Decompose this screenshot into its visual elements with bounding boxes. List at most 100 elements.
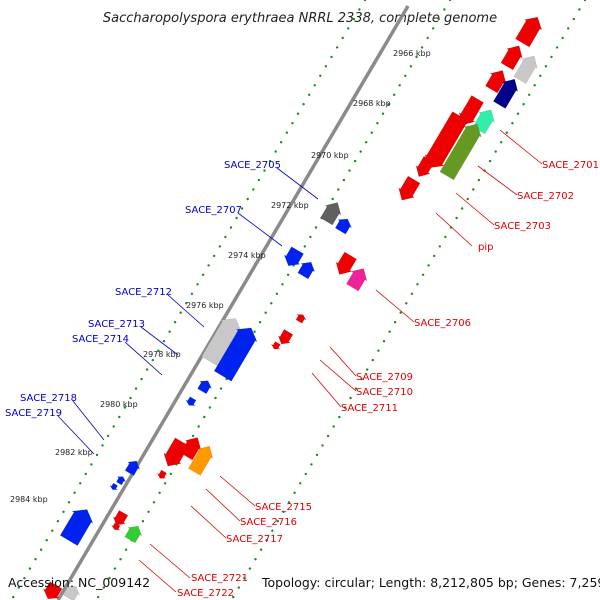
reverse-outer-track-dot: [315, 453, 319, 457]
forward-track-dot: [341, 36, 344, 40]
reverse-track-dot: [203, 415, 206, 419]
forward-track-dot: [347, 27, 350, 30]
forward-track-dot: [84, 472, 88, 476]
forward-track-dot: [252, 188, 255, 191]
reverse-outer-track-dot: [287, 501, 291, 504]
reverse-track-dot: [376, 122, 379, 125]
reverse-track-dot: [381, 112, 385, 115]
reverse-outer-track-dot: [505, 131, 508, 134]
reverse-gene-label: SACE_2721: [191, 573, 248, 584]
reverse-outer-track-dot: [388, 330, 391, 333]
reverse-track-dot: [443, 8, 446, 11]
reverse-label-leader: [190, 505, 227, 539]
reverse-track-dot: [404, 74, 407, 78]
reverse-outer-track-dot: [472, 188, 475, 191]
forward-gene-label: SACE_2712: [115, 287, 172, 298]
reverse-outer-track-dot: [248, 567, 252, 570]
reverse-outer-track-dot: [282, 510, 285, 513]
reverse-outer-track-dot: [421, 273, 425, 276]
forward-track-dot: [319, 74, 322, 78]
reverse-outer-track-dot: [578, 8, 581, 11]
gene-olive: [439, 123, 482, 181]
reverse-gene-label: SACE_2706: [414, 318, 471, 329]
forward-track-dot: [168, 330, 171, 333]
gene-red: [500, 45, 523, 71]
kbp-tick-label: 2980 kbp: [100, 400, 138, 409]
gene-red: [335, 251, 357, 275]
reverse-track-dot: [448, 0, 452, 2]
reverse-outer-track-dot: [276, 520, 280, 523]
forward-track-dot: [112, 425, 115, 428]
reverse-outer-track-dot: [366, 368, 369, 371]
reverse-outer-track-dot: [550, 55, 553, 59]
forward-track-dot: [335, 46, 339, 49]
genome-backbone: [56, 5, 410, 600]
reverse-label-leader: [375, 289, 415, 323]
reverse-track-dot: [342, 178, 346, 182]
forward-track-dot: [190, 292, 194, 295]
gene-navy: [493, 78, 519, 109]
reverse-outer-track-dot: [332, 425, 335, 428]
reverse-outer-track-dot: [572, 17, 575, 21]
kbp-tick-label: 2984 kbp: [10, 495, 48, 504]
reverse-track-dot: [113, 567, 117, 570]
reverse-track-dot: [124, 548, 128, 551]
reverse-track-dot: [97, 595, 100, 599]
reverse-track-dot: [191, 434, 195, 438]
forward-track-dot: [313, 84, 316, 87]
reverse-track-dot: [214, 396, 217, 400]
reverse-track-dot: [409, 65, 413, 68]
forward-track-dot: [118, 415, 121, 419]
forward-gene-label: SACE_2719: [5, 408, 62, 419]
reverse-outer-track-dot: [321, 444, 324, 447]
reverse-outer-track-dot: [293, 491, 296, 494]
reverse-track-dot: [398, 84, 401, 87]
reverse-outer-track-dot: [488, 159, 492, 163]
forward-track-dot: [302, 103, 305, 106]
reverse-track-dot: [426, 36, 429, 40]
label-leaders: [57, 129, 543, 593]
forward-gene-label: SACE_2713: [88, 319, 145, 330]
reverse-track-dot: [303, 245, 306, 248]
reverse-outer-track-dot: [477, 178, 481, 182]
reverse-label-leader: [455, 192, 495, 226]
reverse-track-dot: [164, 482, 167, 485]
forward-track-dot: [73, 491, 76, 494]
reverse-track-dot: [309, 235, 312, 239]
reverse-label-leader: [499, 129, 543, 165]
reverse-outer-track-dot: [516, 112, 520, 115]
gene-red: [415, 155, 435, 177]
forward-track-dot: [330, 55, 333, 59]
reverse-outer-track-dot: [382, 340, 386, 343]
gene-pink: [346, 268, 368, 292]
reverse-outer-track-dot: [232, 595, 235, 599]
kbp-tick-label: 2968 kbp: [353, 99, 391, 108]
gene-green: [124, 525, 143, 544]
forward-track-dot: [106, 434, 110, 438]
gene-orange: [188, 445, 214, 476]
reverse-outer-track-dot: [399, 311, 402, 314]
gene-red: [112, 510, 129, 526]
gene-red: [270, 341, 281, 350]
gene-blue: [283, 246, 304, 267]
forward-label-leader: [237, 212, 283, 247]
forward-track-dot: [129, 396, 132, 400]
forward-gene-label: SACE_2705: [224, 160, 281, 171]
gene-red: [515, 16, 543, 48]
reverse-label-leader: [477, 165, 518, 196]
tick-tracks: [12, 0, 587, 599]
forward-track-dot: [291, 122, 294, 125]
kbp-tick-label: 2970 kbp: [311, 151, 349, 160]
reverse-track-dot: [348, 169, 351, 172]
reverse-outer-track-dot: [271, 529, 274, 532]
gene-blue: [109, 482, 119, 491]
forward-track-dot: [23, 576, 26, 580]
reverse-label-leader: [205, 488, 241, 522]
reverse-outer-track-dot: [405, 302, 408, 305]
reverse-outer-track-dot: [338, 415, 341, 419]
reverse-outer-track-dot: [354, 387, 358, 390]
reverse-track-dot: [147, 510, 150, 513]
gene-blue: [185, 396, 197, 406]
forward-track-dot: [246, 197, 249, 201]
